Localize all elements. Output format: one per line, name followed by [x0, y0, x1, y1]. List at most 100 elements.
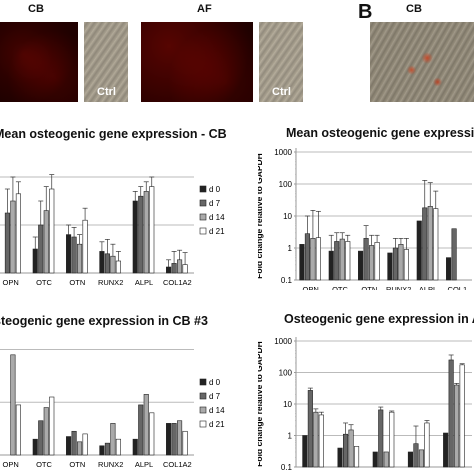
bar	[138, 404, 144, 456]
x-tick-label: OPN	[305, 472, 321, 474]
bar	[407, 451, 413, 468]
y-tick-label: 0.1	[281, 276, 293, 285]
ctrl-label-2: Ctrl	[272, 86, 291, 98]
bar	[182, 264, 188, 274]
bar	[71, 236, 77, 274]
chart-title-bottom-left: steogenic gene expression in CB #3	[0, 314, 208, 328]
legend-swatch	[199, 378, 207, 386]
bar	[99, 251, 105, 274]
bar	[177, 259, 183, 274]
x-tick-label: ALPL	[135, 460, 153, 469]
bar	[104, 253, 110, 274]
bar	[389, 411, 395, 468]
bar	[138, 195, 144, 274]
y-tick-label: 10	[283, 400, 292, 409]
bar	[82, 433, 88, 456]
bar	[392, 247, 398, 281]
legend-label: d 21	[209, 420, 225, 429]
y-tick-label: 10	[283, 212, 292, 221]
legend-swatch	[199, 213, 207, 221]
bar	[4, 212, 10, 274]
legend-swatch	[199, 392, 207, 400]
x-tick-label: OTN	[69, 278, 85, 287]
y-tick-label: 1	[288, 432, 293, 441]
b-cb-photo	[370, 22, 474, 102]
y-tick-label: 1000	[274, 337, 292, 346]
x-tick-label: RUNX2	[406, 472, 431, 474]
bar	[318, 414, 324, 468]
legend-swatch	[199, 185, 207, 193]
bar	[15, 404, 21, 456]
bar	[43, 210, 49, 274]
bar	[143, 394, 149, 456]
photo-label-cb: CB	[28, 3, 44, 15]
bar	[307, 390, 313, 468]
bar	[32, 248, 38, 274]
bar	[372, 451, 378, 468]
x-tick-label: OTC	[36, 278, 52, 287]
x-tick-label: COL1A2	[163, 278, 192, 287]
bar	[71, 430, 77, 456]
bar	[310, 238, 316, 281]
bar	[15, 193, 21, 274]
x-tick-label: RUNX2	[98, 278, 123, 287]
bar	[149, 186, 155, 274]
legend-label: d 21	[209, 227, 225, 236]
bar	[302, 435, 308, 468]
bar	[363, 238, 369, 281]
bar	[433, 208, 439, 281]
bar	[132, 200, 138, 274]
bar	[459, 364, 465, 468]
bar	[132, 438, 138, 456]
x-tick-label: COL1	[448, 285, 468, 290]
bar	[49, 396, 55, 456]
bar	[99, 445, 105, 456]
legend-label: d 7	[209, 199, 221, 208]
bar	[403, 249, 409, 281]
x-tick-label: OPN	[3, 278, 19, 287]
bar	[345, 241, 351, 281]
bar	[177, 420, 183, 456]
legend-label: d 14	[209, 406, 225, 415]
chart-title-bottom-right: Osteogenic gene expression in AI	[284, 312, 474, 326]
bar	[451, 228, 457, 281]
af-ctrl-photo	[259, 22, 303, 102]
y-tick-label: 100	[279, 369, 293, 378]
x-tick-label: OTC	[332, 285, 348, 290]
y-axis-label: Fold change relative to GAPDH	[258, 341, 264, 467]
bar	[66, 436, 72, 456]
panel-letter-b: B	[358, 1, 373, 23]
x-tick-label: OPN	[3, 460, 19, 469]
bar	[446, 257, 452, 281]
legend-swatch	[199, 406, 207, 414]
x-tick-label: OTN	[376, 472, 392, 474]
legend-label: d 7	[209, 392, 221, 401]
ctrl-label-1: Ctrl	[97, 86, 116, 98]
x-tick-label: OTC	[341, 472, 357, 474]
bar	[115, 260, 121, 274]
bar	[454, 384, 460, 468]
x-tick-label: OTC	[36, 460, 52, 469]
bar	[354, 446, 360, 468]
x-tick-label: OTN	[361, 285, 377, 290]
bar	[166, 266, 172, 274]
bar	[313, 411, 319, 468]
x-tick-label: OTN	[69, 460, 85, 469]
y-tick-label: 1000	[274, 148, 292, 157]
bar	[413, 443, 419, 468]
y-tick-label: 100	[279, 180, 293, 189]
af-stain-photo	[141, 22, 253, 102]
bar	[10, 354, 16, 456]
photo-label-b-cb: CB	[406, 3, 422, 15]
bar	[182, 430, 188, 456]
bar	[10, 200, 16, 274]
x-tick-label: OPN	[303, 285, 319, 290]
bar	[448, 359, 454, 468]
chart-bottom-left: OPN OTC OTN RUNX2 ALPL COL1A2 d 0 d 7 d 14 d 21	[0, 349, 225, 469]
bar	[82, 219, 88, 274]
bar	[299, 244, 305, 281]
chart-title-top-left: Mean osteogenic gene expression - CB	[0, 127, 227, 141]
chart-top-right: 0.1 1 10 100 1000 Fold change relative to GAP…	[258, 148, 472, 290]
x-tick-label: RUNX2	[98, 460, 123, 469]
bar	[398, 244, 404, 281]
